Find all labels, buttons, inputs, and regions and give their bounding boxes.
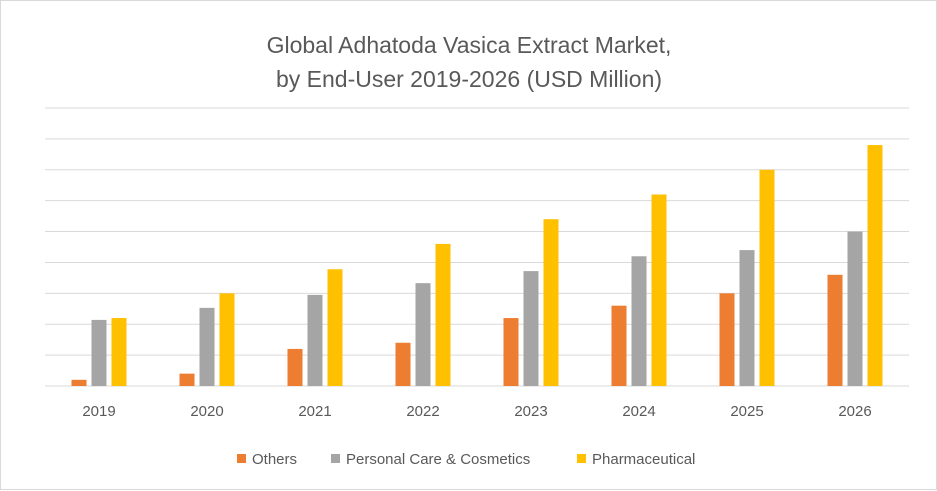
x-tick-label: 2020 — [190, 403, 223, 420]
bar-others-2024 — [611, 305, 627, 386]
bar-pharmaceutical-2021 — [327, 269, 343, 386]
bar-others-2026 — [827, 274, 843, 386]
bar-personal-care-cosmetics-2021 — [307, 294, 323, 386]
bar-pharmaceutical-2024 — [651, 194, 667, 386]
bar-pharmaceutical-2026 — [867, 145, 883, 386]
bar-pharmaceutical-2023 — [543, 219, 559, 386]
x-tick-label: 2026 — [838, 403, 871, 420]
bar-others-2022 — [395, 342, 411, 386]
bar-personal-care-cosmetics-2019 — [91, 319, 107, 386]
legend-item: Personal Care & Cosmetics — [331, 451, 530, 468]
bar-others-2023 — [503, 318, 519, 386]
bar-others-2020 — [179, 373, 195, 386]
bar-others-2025 — [719, 293, 735, 386]
bar-personal-care-cosmetics-2023 — [523, 271, 539, 386]
chart-title-line-2: by End-User 2019-2026 (USD Million) — [276, 66, 662, 92]
bar-pharmaceutical-2020 — [219, 293, 235, 386]
legend-item: Pharmaceutical — [577, 451, 695, 468]
bar-personal-care-cosmetics-2022 — [415, 283, 431, 386]
x-tick-label: 2023 — [514, 403, 547, 420]
bar-others-2019 — [71, 379, 87, 386]
bar-pharmaceutical-2025 — [759, 169, 775, 386]
legend-label: Personal Care & Cosmetics — [346, 451, 530, 468]
bar-personal-care-cosmetics-2026 — [847, 231, 863, 386]
bar-personal-care-cosmetics-2020 — [199, 307, 215, 386]
bar-pharmaceutical-2019 — [111, 318, 127, 386]
bar-personal-care-cosmetics-2025 — [739, 250, 755, 386]
bar-others-2021 — [287, 348, 303, 386]
legend-label: Pharmaceutical — [592, 451, 695, 468]
legend-swatch — [577, 454, 586, 463]
x-tick-label: 2022 — [406, 403, 439, 420]
x-tick-label: 2021 — [298, 403, 331, 420]
chart-title-line-1: Global Adhatoda Vasica Extract Market, — [267, 32, 672, 58]
x-tick-label: 2024 — [622, 403, 655, 420]
bar-personal-care-cosmetics-2024 — [631, 256, 647, 386]
x-tick-label: 2025 — [730, 403, 763, 420]
bar-pharmaceutical-2022 — [435, 243, 451, 386]
x-tick-label: 2019 — [82, 403, 115, 420]
legend-swatch — [237, 454, 246, 463]
legend-swatch — [331, 454, 340, 463]
legend-label: Others — [252, 451, 297, 468]
legend-item: Others — [237, 451, 297, 468]
